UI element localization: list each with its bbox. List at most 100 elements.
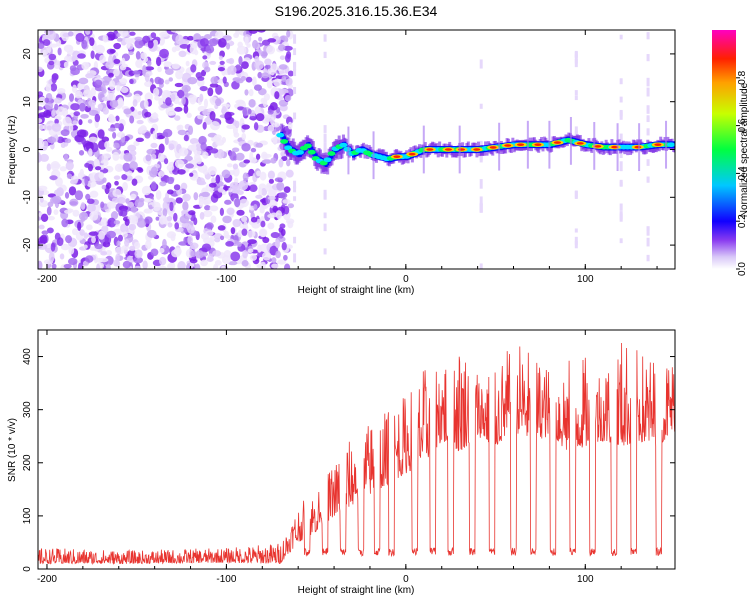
ridge-spike [422,125,425,174]
noise-blob [186,112,192,118]
noise-blob [108,80,116,90]
noise-blob [85,193,91,201]
noise-blob [84,162,90,168]
noise-blob [270,116,275,126]
noise-blob [199,93,204,103]
noise-blob [163,90,172,97]
noise-blob [260,50,268,59]
noise-streak [293,48,297,56]
noise-blob [158,143,165,154]
ridge-spike [616,123,619,172]
noise-blob [105,61,115,69]
noise-blob [74,90,83,99]
noise-streak [293,61,297,68]
noise-blob [201,243,212,252]
noise-blob [125,175,133,181]
snr-y-tick-label: 0 [22,566,33,572]
noise-blob [63,44,74,53]
noise-blob [215,30,224,39]
noise-blob [209,148,219,154]
ridge-peak [576,142,584,145]
noise-blob [234,197,241,208]
noise-blob [281,242,287,251]
noise-blob [41,230,49,235]
noise-blob [253,204,258,210]
noise-blob [272,137,278,145]
noise-blob [256,30,266,33]
noise-blob [119,78,128,85]
noise-blob [119,30,129,38]
noise-blob [63,61,69,69]
noise-blob [181,209,188,215]
noise-blob [229,151,237,161]
noise-blob [189,137,199,145]
noise-streak [574,95,578,101]
noise-blob [186,35,194,41]
noise-blob [116,131,126,138]
noise-blob [94,79,103,87]
noise-blob [113,175,121,180]
noise-blob [240,75,247,81]
noise-blob [90,50,95,60]
noise-blob [171,63,180,70]
noise-blob [175,197,183,204]
noise-blob [270,157,277,164]
noise-blob [63,209,73,214]
noise-blob [150,166,158,175]
noise-blob [123,108,132,115]
noise-blob [61,218,69,228]
noise-blob [240,61,249,69]
noise-blob [113,42,122,50]
noise-blob [134,249,143,259]
noise-blob [87,119,93,124]
noise-blob [157,66,162,73]
noise-blob [177,89,185,99]
noise-blob [242,172,249,181]
noise-blob [143,99,149,109]
noise-blob [108,72,114,78]
noise-blob [236,241,242,247]
noise-blob [183,104,189,114]
noise-blob [144,208,151,214]
noise-blob [65,235,73,244]
noise-blob [178,147,189,157]
noise-streak [646,54,650,62]
noise-blob [40,213,49,222]
noise-blob [111,211,119,220]
noise-blob [179,43,190,49]
noise-blob [158,170,165,177]
noise-blob [73,111,81,117]
noise-blob [55,177,63,187]
noise-blob [83,89,92,98]
noise-streak [479,103,483,109]
noise-blob [183,134,189,142]
noise-blob [137,110,143,115]
colorbar-tick-label: 0.6 [737,118,748,132]
noise-streak [293,86,297,94]
noise-blob [190,250,197,258]
noise-blob [136,119,144,125]
colorbar-label: Normalized spectral amplitude [739,82,750,217]
noise-streak [479,59,483,69]
noise-blob [128,51,134,56]
noise-blob [88,99,97,107]
noise-blob [107,201,117,209]
snr-y-tick-label: 300 [22,401,33,418]
noise-blob [262,153,272,158]
noise-blob [247,239,257,245]
noise-streak [574,90,578,96]
noise-blob [210,215,217,224]
noise-blob [212,250,222,257]
noise-blob [248,89,254,97]
noise-streak [646,176,650,183]
noise-blob [89,190,99,198]
ridge-blob [303,143,312,149]
noise-blob [56,187,64,197]
noise-blob [49,175,58,181]
ridge-blob [276,132,285,138]
noise-blob [81,39,88,49]
noise-blob [51,123,62,132]
noise-blob [273,78,282,87]
noise-blob [78,77,89,85]
noise-blob [185,60,190,67]
